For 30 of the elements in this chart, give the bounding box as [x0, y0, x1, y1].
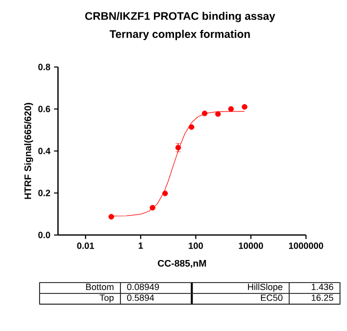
- text: 1.436: [312, 284, 334, 290]
- y-tick-label: 0.4: [38, 148, 50, 154]
- text: 0.08949: [127, 284, 159, 290]
- x-tick-label: 1: [138, 242, 143, 249]
- point: [242, 104, 248, 110]
- x-tick-label: 10000: [238, 242, 264, 249]
- x-axis-title: CC-885,nM: [158, 260, 206, 268]
- y-tick-label: 0.0: [38, 232, 50, 238]
- point: [150, 204, 156, 210]
- text: Top: [100, 294, 114, 303]
- text: HillSlope: [248, 283, 282, 292]
- text: Bottom: [86, 284, 114, 290]
- chart-title: CRBN/IKZF1 PROTAC binding assay: [85, 12, 276, 22]
- point: [162, 190, 168, 196]
- point: [215, 111, 221, 117]
- text: 0.5894: [127, 294, 154, 301]
- text: 16.25: [312, 294, 334, 301]
- y-axis-title: HTRF Signal(665/620): [24, 102, 34, 199]
- point: [228, 106, 234, 112]
- point: [202, 110, 208, 116]
- point: [175, 144, 181, 150]
- x-tick-label: 1000000: [289, 242, 324, 249]
- y-tick-label: 0.2: [38, 190, 50, 196]
- point: [188, 124, 194, 130]
- chart-subtitle: Ternary complex formation: [110, 30, 250, 40]
- text: EC50: [261, 294, 282, 301]
- x-tick-label: 0.01: [77, 242, 94, 249]
- y-tick-label: 0.6: [38, 106, 50, 112]
- y-tick-label: 0.8: [38, 64, 50, 70]
- x-tick-label: 100: [188, 242, 203, 249]
